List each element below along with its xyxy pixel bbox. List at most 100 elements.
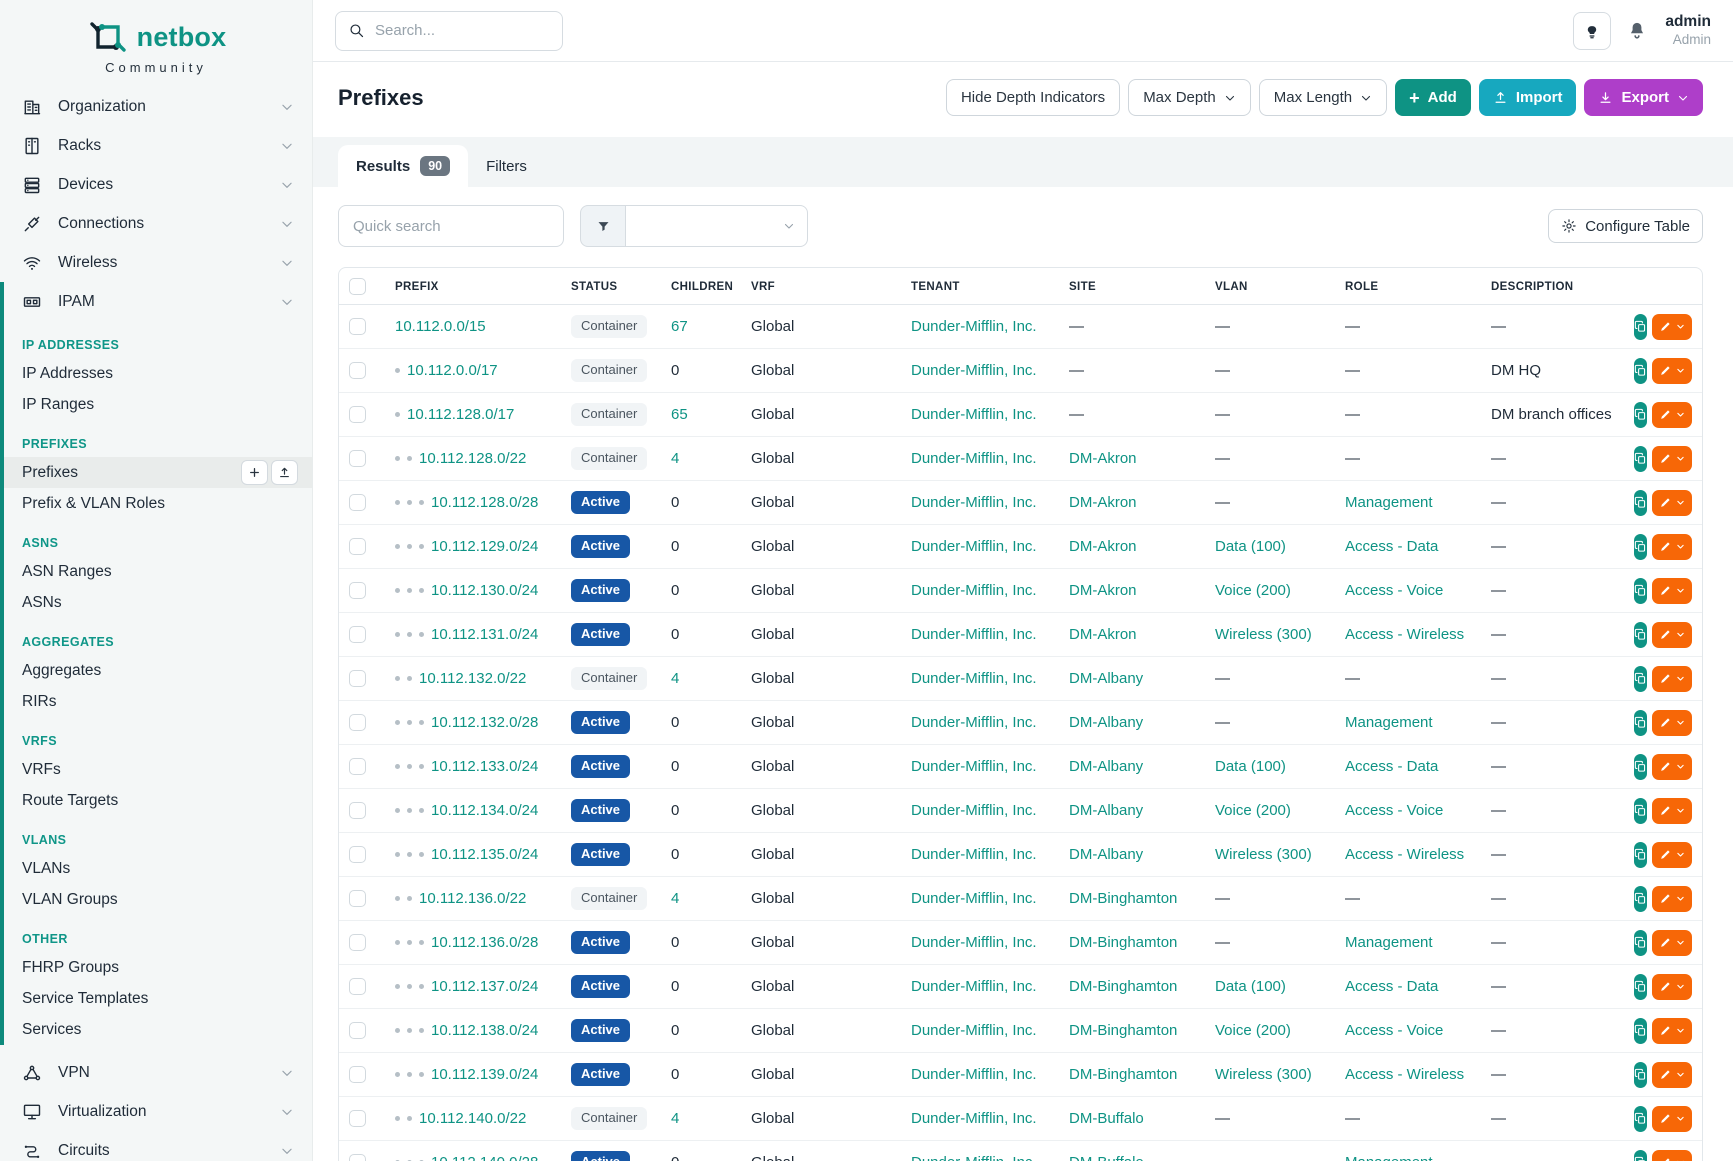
- import-button[interactable]: Import: [1479, 79, 1577, 116]
- site-link[interactable]: DM-Albany: [1069, 846, 1143, 863]
- edit-prefix-button[interactable]: [1652, 578, 1692, 604]
- max-length-dropdown[interactable]: Max Length: [1259, 79, 1387, 116]
- edit-prefix-button[interactable]: [1652, 1062, 1692, 1088]
- clone-prefix-button[interactable]: [1634, 578, 1647, 604]
- clone-prefix-button[interactable]: [1634, 534, 1647, 560]
- row-checkbox[interactable]: [349, 802, 366, 819]
- site-link[interactable]: DM-Binghamton: [1069, 934, 1177, 951]
- prefix-link[interactable]: 10.112.139.0/24: [431, 1066, 538, 1083]
- tenant-link[interactable]: Dunder-Mifflin, Inc.: [911, 626, 1037, 643]
- tenant-link[interactable]: Dunder-Mifflin, Inc.: [911, 978, 1037, 995]
- prefix-link[interactable]: 10.112.136.0/28: [431, 934, 538, 951]
- row-checkbox[interactable]: [349, 362, 366, 379]
- sidebar-item-asns[interactable]: ASNs: [4, 587, 312, 618]
- clone-prefix-button[interactable]: [1634, 666, 1647, 692]
- tenant-link[interactable]: Dunder-Mifflin, Inc.: [911, 758, 1037, 775]
- vlan-link[interactable]: Wireless (300): [1215, 846, 1312, 863]
- clone-prefix-button[interactable]: [1634, 798, 1647, 824]
- tenant-link[interactable]: Dunder-Mifflin, Inc.: [911, 582, 1037, 599]
- row-checkbox[interactable]: [349, 934, 366, 951]
- clone-prefix-button[interactable]: [1634, 1150, 1647, 1161]
- sidebar-item-devices[interactable]: Devices: [0, 165, 312, 204]
- clone-prefix-button[interactable]: [1634, 930, 1647, 956]
- prefix-link[interactable]: 10.112.128.0/17: [407, 406, 514, 423]
- edit-prefix-button[interactable]: [1652, 754, 1692, 780]
- clone-prefix-button[interactable]: [1634, 886, 1647, 912]
- edit-prefix-button[interactable]: [1652, 490, 1692, 516]
- prefix-link[interactable]: 10.112.130.0/24: [431, 582, 538, 599]
- site-link[interactable]: DM-Albany: [1069, 714, 1143, 731]
- quick-search-input[interactable]: [338, 205, 564, 247]
- edit-prefix-button[interactable]: [1652, 666, 1692, 692]
- column-header-vrf[interactable]: VRF: [741, 268, 901, 305]
- prefix-link[interactable]: 10.112.128.0/22: [419, 450, 526, 467]
- sidebar-item-ipam[interactable]: IPAM: [4, 282, 312, 321]
- vlan-link[interactable]: Data (100): [1215, 978, 1286, 995]
- tenant-link[interactable]: Dunder-Mifflin, Inc.: [911, 846, 1037, 863]
- edit-prefix-button[interactable]: [1652, 622, 1692, 648]
- vlan-link[interactable]: Voice (200): [1215, 582, 1291, 599]
- sidebar-item-vlans[interactable]: VLANs: [4, 853, 312, 884]
- row-checkbox[interactable]: [349, 758, 366, 775]
- role-link[interactable]: Management: [1345, 1154, 1433, 1161]
- clone-prefix-button[interactable]: [1634, 842, 1647, 868]
- row-checkbox[interactable]: [349, 1154, 366, 1161]
- sidebar-item-service-templates[interactable]: Service Templates: [4, 983, 312, 1014]
- edit-prefix-button[interactable]: [1652, 314, 1692, 340]
- prefix-link[interactable]: 10.112.133.0/24: [431, 758, 538, 775]
- prefix-link[interactable]: 10.112.0.0/17: [407, 362, 498, 379]
- tenant-link[interactable]: Dunder-Mifflin, Inc.: [911, 1154, 1037, 1161]
- site-link[interactable]: DM-Akron: [1069, 538, 1137, 555]
- prefixes-quick-add-button[interactable]: [241, 460, 268, 485]
- tenant-link[interactable]: Dunder-Mifflin, Inc.: [911, 802, 1037, 819]
- prefix-link[interactable]: 10.112.132.0/28: [431, 714, 538, 731]
- vlan-link[interactable]: Data (100): [1215, 538, 1286, 555]
- edit-prefix-button[interactable]: [1652, 710, 1692, 736]
- tab-results[interactable]: Results 90: [338, 145, 468, 187]
- row-checkbox[interactable]: [349, 494, 366, 511]
- tenant-link[interactable]: Dunder-Mifflin, Inc.: [911, 1110, 1037, 1127]
- tenant-link[interactable]: Dunder-Mifflin, Inc.: [911, 450, 1037, 467]
- tenant-link[interactable]: Dunder-Mifflin, Inc.: [911, 714, 1037, 731]
- notifications-bell-icon[interactable]: [1626, 19, 1650, 43]
- tenant-link[interactable]: Dunder-Mifflin, Inc.: [911, 318, 1037, 335]
- edit-prefix-button[interactable]: [1652, 1106, 1692, 1132]
- edit-prefix-button[interactable]: [1652, 1150, 1692, 1161]
- clone-prefix-button[interactable]: [1634, 1062, 1647, 1088]
- role-link[interactable]: Access - Wireless: [1345, 1066, 1464, 1083]
- edit-prefix-button[interactable]: [1652, 930, 1692, 956]
- row-checkbox[interactable]: [349, 714, 366, 731]
- theme-toggle-button[interactable]: [1573, 12, 1611, 50]
- role-link[interactable]: Management: [1345, 934, 1433, 951]
- sidebar-item-vpn[interactable]: VPN: [0, 1053, 312, 1092]
- role-link[interactable]: Access - Wireless: [1345, 846, 1464, 863]
- configure-table-button[interactable]: Configure Table: [1548, 209, 1703, 243]
- clone-prefix-button[interactable]: [1634, 358, 1647, 384]
- site-link[interactable]: DM-Binghamton: [1069, 978, 1177, 995]
- export-button[interactable]: Export: [1584, 79, 1703, 116]
- prefix-link[interactable]: 10.112.136.0/22: [419, 890, 526, 907]
- saved-filter-select[interactable]: [626, 205, 808, 247]
- edit-prefix-button[interactable]: [1652, 1018, 1692, 1044]
- tenant-link[interactable]: Dunder-Mifflin, Inc.: [911, 494, 1037, 511]
- site-link[interactable]: DM-Akron: [1069, 626, 1137, 643]
- sidebar-item-wireless[interactable]: Wireless: [0, 243, 312, 282]
- prefix-link[interactable]: 10.112.0.0/15: [395, 318, 486, 335]
- row-checkbox[interactable]: [349, 626, 366, 643]
- role-link[interactable]: Management: [1345, 714, 1433, 731]
- prefix-link[interactable]: 10.112.129.0/24: [431, 538, 538, 555]
- vlan-link[interactable]: Wireless (300): [1215, 1066, 1312, 1083]
- tenant-link[interactable]: Dunder-Mifflin, Inc.: [911, 1022, 1037, 1039]
- children-count-link[interactable]: 65: [671, 406, 688, 423]
- clone-prefix-button[interactable]: [1634, 490, 1647, 516]
- sidebar-item-rirs[interactable]: RIRs: [4, 686, 312, 717]
- sidebar-item-services[interactable]: Services: [4, 1014, 312, 1045]
- column-header-children[interactable]: CHILDREN: [661, 268, 741, 305]
- row-checkbox[interactable]: [349, 318, 366, 335]
- sidebar-item-aggregates[interactable]: Aggregates: [4, 655, 312, 686]
- hide-depth-indicators-button[interactable]: Hide Depth Indicators: [946, 79, 1120, 116]
- row-checkbox[interactable]: [349, 846, 366, 863]
- role-link[interactable]: Access - Voice: [1345, 1022, 1443, 1039]
- site-link[interactable]: DM-Buffalo: [1069, 1154, 1144, 1161]
- user-menu[interactable]: admin Admin: [1665, 12, 1711, 48]
